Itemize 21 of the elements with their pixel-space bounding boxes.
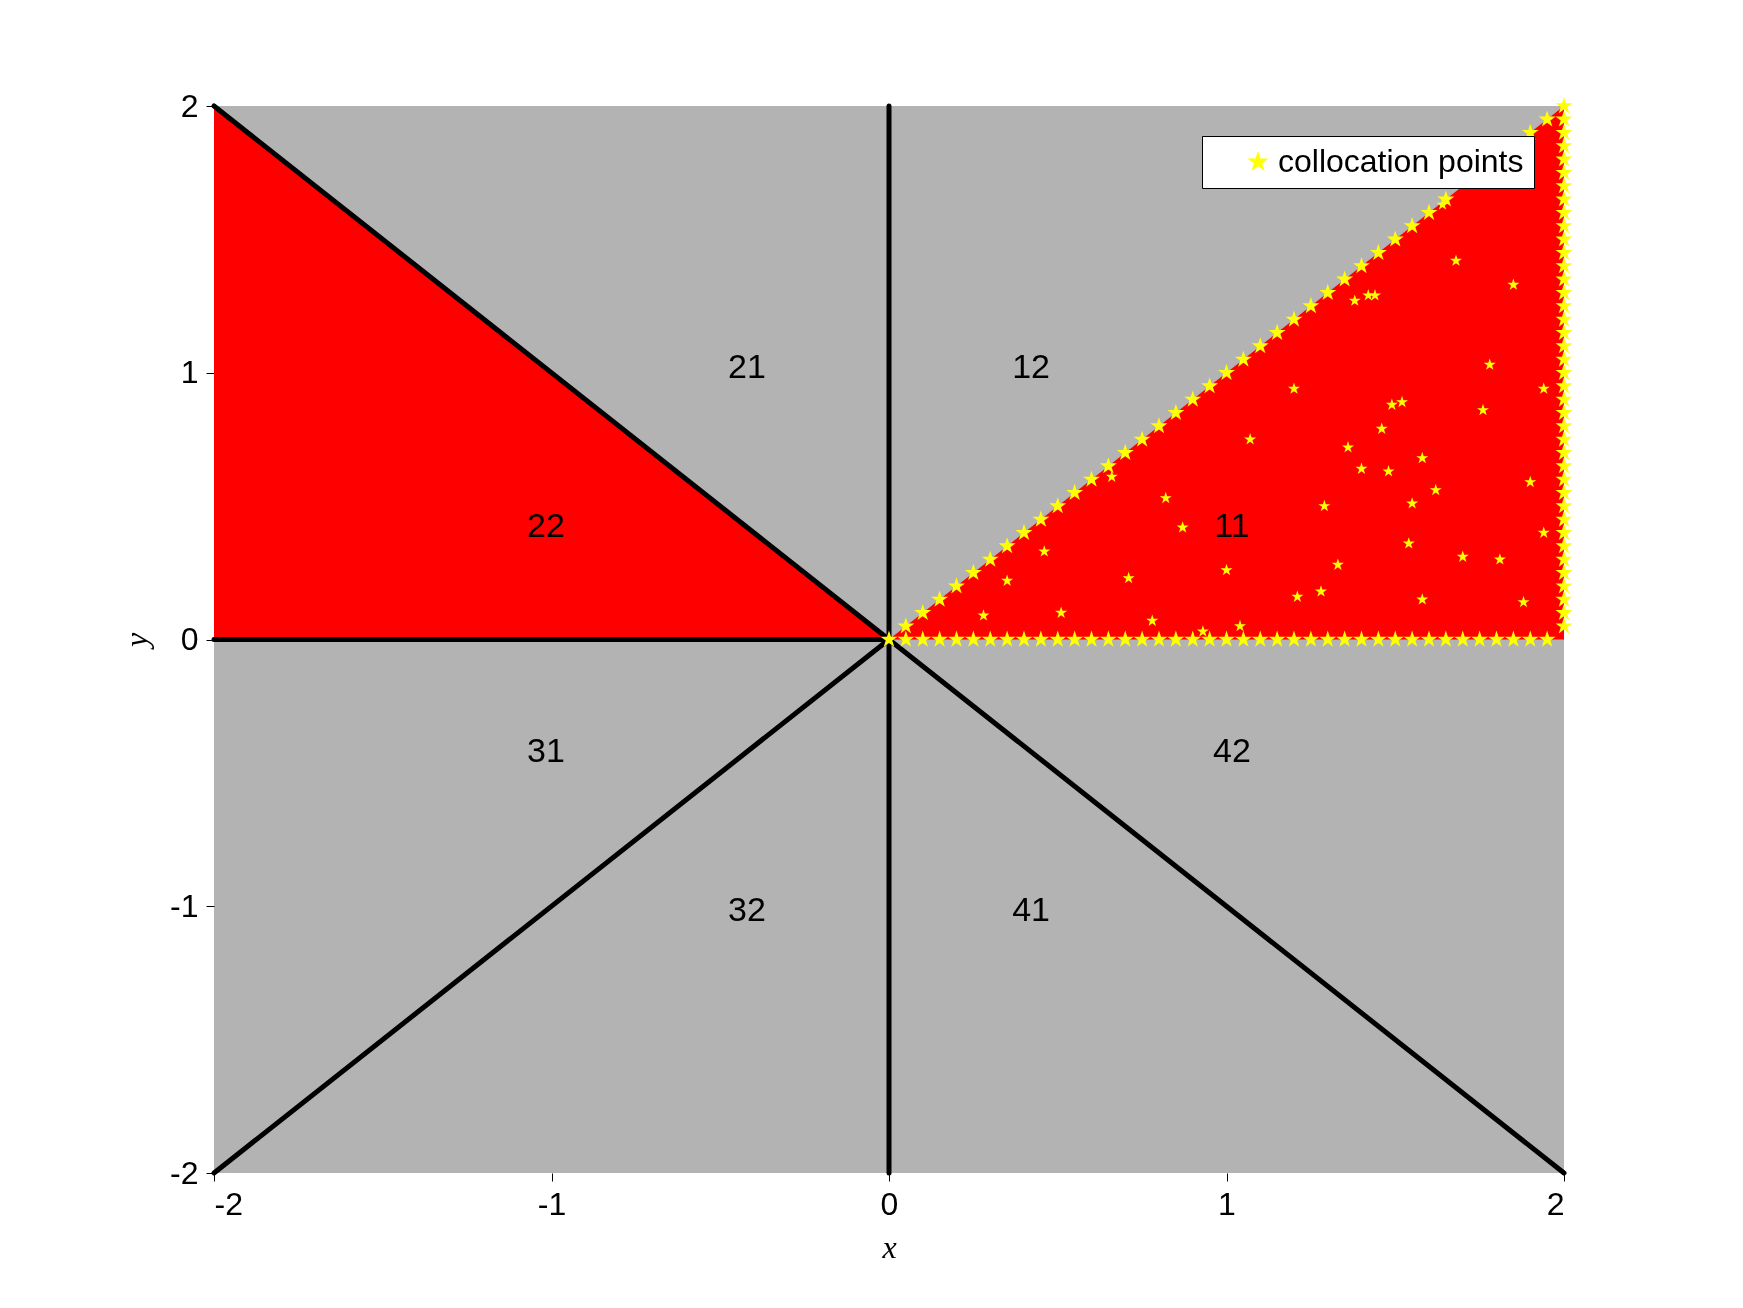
annotation: 31 xyxy=(527,730,565,769)
y-tick-label: 0 xyxy=(180,621,199,657)
annotation: 32 xyxy=(728,889,766,928)
x-tick-label: -1 xyxy=(537,1185,567,1222)
x-tick-label: 1 xyxy=(1218,1185,1236,1222)
x-tick-label: -2 xyxy=(214,1185,243,1222)
annotation: 41 xyxy=(1012,889,1050,928)
x-tick-label: 0 xyxy=(880,1185,899,1222)
y-tick-label: 2 xyxy=(180,87,199,124)
annotation: 42 xyxy=(1213,730,1251,769)
y-tick-label: -2 xyxy=(170,1154,199,1191)
legend-label: collocation points xyxy=(1278,143,1524,179)
y-tick-label: 1 xyxy=(180,354,199,391)
annotation: 11 xyxy=(1214,506,1250,545)
y-axis-title: y xyxy=(118,632,155,651)
x-axis-title: x xyxy=(881,1228,897,1265)
y-tick-label: -1 xyxy=(170,887,199,924)
annotation: 12 xyxy=(1012,347,1050,386)
annotation: 22 xyxy=(527,506,565,545)
x-tick-label: 2 xyxy=(1546,1185,1565,1222)
annotation: 21 xyxy=(728,347,766,386)
